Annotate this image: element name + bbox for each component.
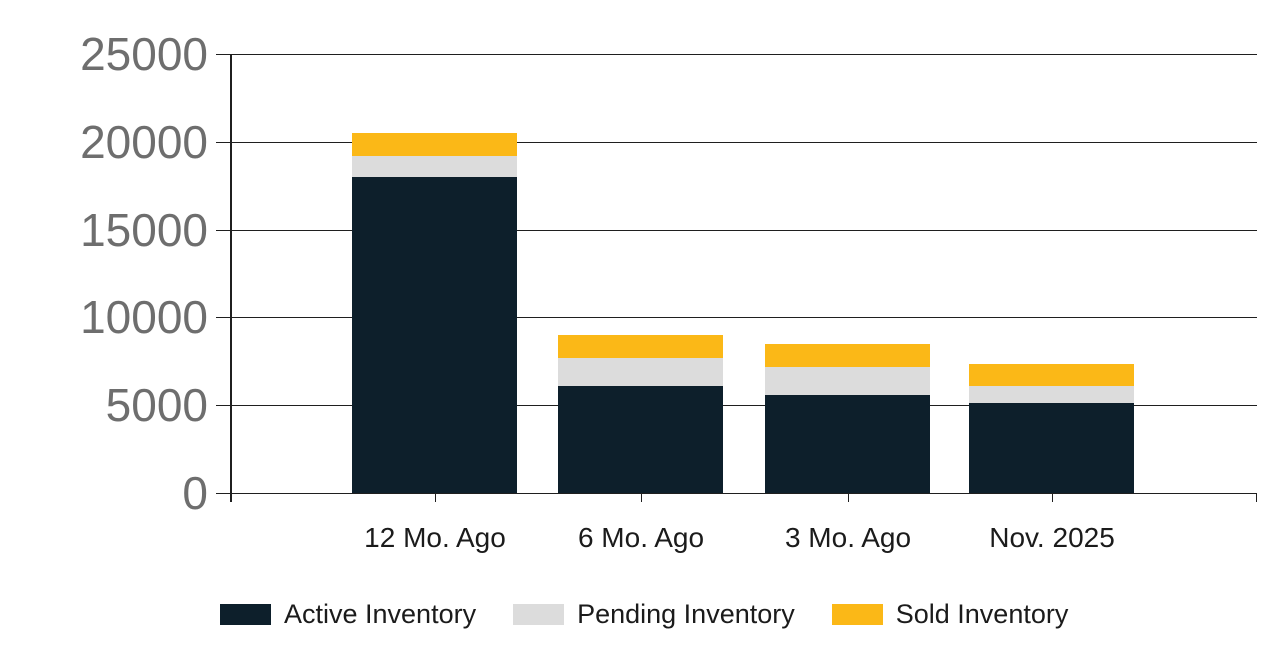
legend-swatch-sold (831, 604, 883, 625)
bar-segment-active (558, 385, 723, 493)
x-axis-end-tick (1256, 493, 1257, 502)
bar-nov-2025 (969, 54, 1134, 502)
legend: Active Inventory Pending Inventory Sold … (220, 599, 1068, 630)
gridline (216, 405, 1257, 407)
bar-segment-pending (352, 155, 517, 177)
y-tick-label: 5000 (105, 379, 208, 432)
bar-3-mo-ago (765, 54, 930, 502)
bar-segment-sold (765, 343, 930, 367)
bar-segment-pending (558, 357, 723, 386)
gridline (216, 229, 1257, 231)
bar-6-mo-ago (558, 54, 723, 502)
x-tick-label: Nov. 2025 (989, 522, 1115, 553)
bar-segment-sold (558, 334, 723, 358)
bar-segment-pending (765, 366, 930, 395)
bar-12-mo-ago (352, 54, 517, 502)
legend-swatch-active (220, 604, 271, 625)
y-axis-labels: 25000 20000 15000 10000 5000 0 (0, 31, 208, 516)
y-axis-line (230, 54, 232, 502)
legend-label: Pending Inventory (577, 599, 795, 629)
legend-label: Active Inventory (284, 599, 477, 629)
x-axis-line (216, 493, 1257, 494)
bar-segment-sold (352, 133, 517, 156)
y-tick-label: 20000 (80, 115, 208, 168)
legend-swatch-pending (513, 604, 565, 625)
gridline (216, 317, 1257, 319)
legend-entry-active-inventory: Active Inventory (220, 599, 476, 630)
bar-segment-sold (969, 363, 1134, 386)
y-tick-label: 0 (182, 467, 208, 519)
y-tick-label: 25000 (80, 28, 208, 80)
legend-entry-sold-inventory: Sold Inventory (831, 599, 1069, 630)
plot-area (216, 54, 1257, 502)
bar-segment-active (969, 403, 1134, 493)
legend-label: Sold Inventory (895, 599, 1069, 629)
legend-entry-pending-inventory: Pending Inventory (513, 599, 795, 630)
gridline (216, 54, 1257, 55)
y-tick-label: 15000 (80, 203, 208, 256)
gridline (216, 141, 1257, 143)
bar-segment-pending (969, 385, 1134, 404)
x-tick-label: 6 Mo. Ago (577, 522, 705, 553)
x-tick-label: 3 Mo. Ago (784, 522, 912, 553)
y-tick-label: 10000 (80, 291, 208, 344)
x-tick-label: 12 Mo. Ago (364, 522, 506, 553)
bar-segment-active (765, 394, 930, 493)
bar-segment-active (352, 176, 517, 493)
